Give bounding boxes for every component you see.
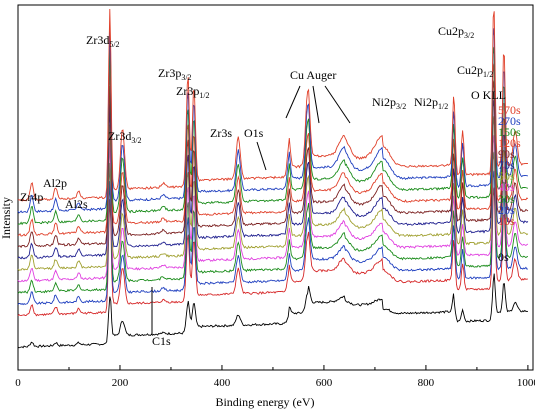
annotation-cu-auger: Cu Auger [290, 68, 336, 82]
legend-label-10s: 10s [498, 214, 515, 228]
annotation-zr3p12: Zr3p1/2 [176, 84, 210, 100]
annotation-cu2p32: Cu2p3/2 [438, 24, 474, 40]
x-axis-label: Binding energy (eV) [215, 395, 314, 409]
legend-label-90s: 90s [498, 147, 515, 161]
spectra-traces [17, 8, 529, 349]
annotation-al2p: Al2p [43, 176, 67, 190]
legend-label-270s: 270s [498, 114, 521, 128]
annotation-o1s: O1s [244, 126, 264, 140]
cu-auger-pointer-2 [312, 85, 320, 124]
legend-label-30s: 30s [498, 192, 515, 206]
legend-label-70s: 70s [498, 158, 515, 172]
plot-frame [17, 4, 534, 371]
series-line-570s [17, 8, 528, 202]
annotation-c1s: C1s [152, 334, 171, 348]
annotation-cu2p12: Cu2p1/2 [457, 63, 493, 79]
series-line-150s [17, 46, 529, 226]
legend-label-40s: 40s [498, 180, 515, 194]
series-line-50s [17, 116, 529, 271]
series-line-70s [17, 99, 529, 260]
annotation-ni2p32: Ni2p3/2 [372, 95, 406, 111]
legend-label-50s: 50s [498, 169, 515, 183]
series-line-30s [17, 151, 529, 294]
annotation-zr3s: Zr3s [210, 126, 232, 140]
legend-label-0s: 0s [498, 250, 509, 264]
series-line-120s [17, 63, 529, 237]
x-tick-label: 200 [112, 377, 129, 389]
series-line-10s [17, 187, 528, 317]
annotation-zr3d52: Zr3d5/2 [86, 33, 120, 49]
annotation-zr3d32: Zr3d3/2 [108, 129, 142, 145]
o1s-pointer-line [256, 141, 267, 171]
series-line-20s [17, 170, 528, 306]
series-line-90s [17, 80, 529, 249]
cu-auger-pointer-3 [324, 85, 351, 124]
x-tick-label: 600 [316, 377, 333, 389]
annotation-zr4p: Zr4p [20, 190, 43, 204]
annotation-al2s: Al2s [65, 197, 88, 211]
x-tick-label: 400 [214, 377, 231, 389]
cu-auger-pointer-1 [285, 85, 301, 119]
annotation-okll: O KLL [471, 88, 506, 102]
legend-label-120s: 120s [498, 136, 521, 150]
series-line-270s [17, 27, 528, 214]
x-tick-label: 800 [418, 377, 435, 389]
series-line-40s [17, 135, 529, 283]
series-line-0s [17, 273, 529, 349]
legend-label-20s: 20s [498, 203, 515, 217]
legend-label-150s: 150s [498, 125, 521, 139]
legend-label-570s: 570s [498, 103, 521, 117]
x-tick-label: 0 [15, 377, 21, 389]
peak-annotations: Zr4p Al2p Al2s Zr3d5/2 Zr3d3/2 C1s Zr3p3… [20, 24, 506, 348]
annotation-zr3p32: Zr3p3/2 [158, 66, 192, 82]
annotation-ni2p12: Ni2p1/2 [414, 95, 448, 111]
y-axis-label: Intensity [0, 197, 13, 239]
